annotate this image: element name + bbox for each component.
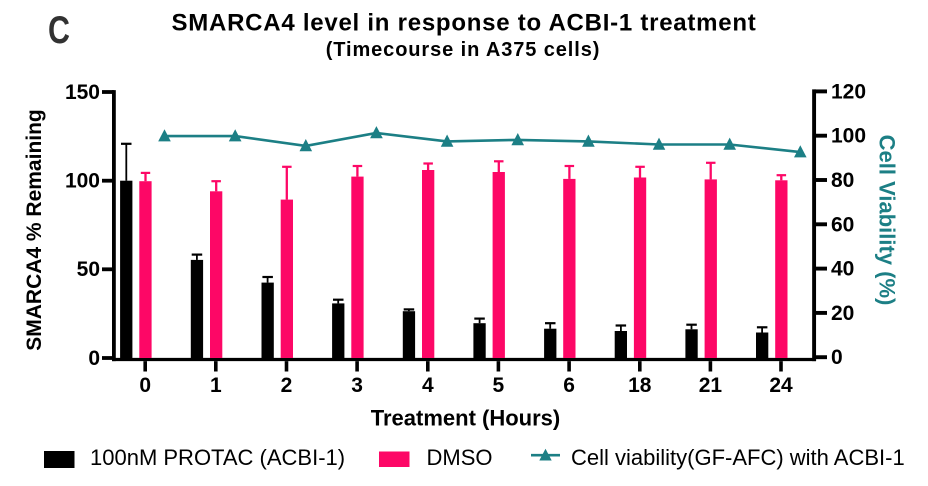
svg-text:1: 1 — [210, 374, 222, 397]
svg-text:40: 40 — [831, 258, 854, 281]
svg-text:80: 80 — [831, 169, 854, 192]
svg-text:3: 3 — [351, 374, 363, 397]
svg-text:24: 24 — [769, 374, 793, 397]
svg-text:SMARCA4 % Remaining: SMARCA4 % Remaining — [23, 109, 46, 351]
svg-text:21: 21 — [699, 374, 723, 397]
svg-text:100nM PROTAC (ACBI-1): 100nM PROTAC (ACBI-1) — [90, 445, 345, 470]
svg-text:20: 20 — [831, 302, 854, 325]
svg-text:6: 6 — [563, 374, 575, 397]
svg-text:60: 60 — [831, 213, 854, 236]
svg-text:50: 50 — [77, 258, 100, 281]
svg-text:120: 120 — [831, 80, 866, 103]
svg-text:SMARCA4 level in response to A: SMARCA4 level in response to ACBI-1 trea… — [172, 10, 757, 37]
svg-text:0: 0 — [831, 346, 843, 369]
svg-text:Cell Viability (%): Cell Viability (%) — [875, 135, 900, 306]
svg-text:150: 150 — [65, 81, 100, 104]
svg-text:0: 0 — [88, 347, 100, 370]
svg-text:Treatment (Hours): Treatment (Hours) — [371, 406, 560, 431]
svg-text:C: C — [48, 10, 70, 52]
svg-text:(Timecourse in A375 cells): (Timecourse in A375 cells) — [326, 39, 601, 61]
svg-text:18: 18 — [628, 374, 652, 397]
svg-text:100: 100 — [65, 170, 100, 193]
svg-text:Cell viability(GF-AFC) with AC: Cell viability(GF-AFC) with ACBI-1 — [571, 445, 905, 470]
svg-text:5: 5 — [493, 374, 505, 397]
svg-text:0: 0 — [139, 374, 151, 397]
svg-text:100: 100 — [831, 125, 866, 148]
svg-text:2: 2 — [281, 374, 293, 397]
svg-text:DMSO: DMSO — [427, 445, 493, 470]
svg-text:4: 4 — [422, 374, 434, 397]
